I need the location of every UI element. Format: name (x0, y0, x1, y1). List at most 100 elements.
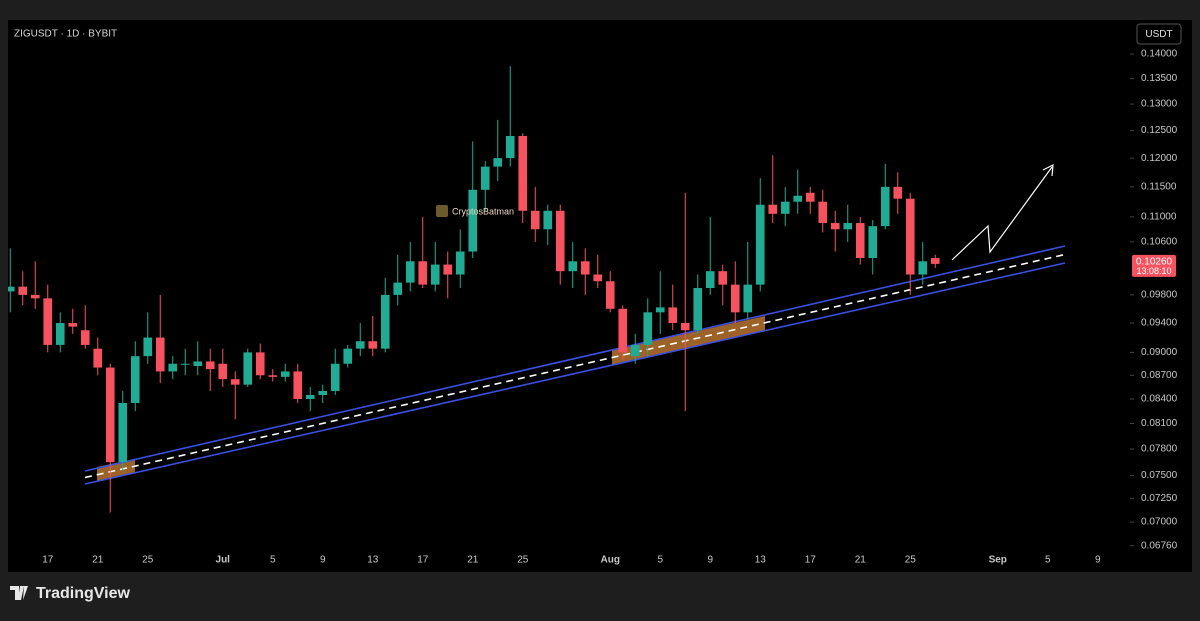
candle-body (68, 323, 78, 327)
candle-body (868, 226, 878, 259)
y-tick-label: 0.11000 (1141, 212, 1177, 223)
candle-body (693, 288, 703, 331)
candle-body (268, 375, 278, 377)
candle-body (580, 261, 590, 275)
candle-body (930, 258, 940, 264)
candle-body (118, 403, 128, 463)
candle-body (93, 348, 103, 368)
candle-body (830, 223, 840, 230)
candle-body (680, 323, 690, 331)
y-tick-label: 0.09000 (1141, 347, 1178, 358)
candle-body (105, 367, 115, 463)
candle-body (343, 348, 353, 364)
y-tick-label: 0.13000 (1141, 99, 1178, 110)
candle-body (893, 186, 903, 199)
y-tick-label: 0.07500 (1141, 470, 1178, 481)
x-tick-label: 13 (367, 555, 379, 566)
candle-body (630, 344, 640, 357)
y-tick-label: 0.14000 (1141, 49, 1178, 60)
candle-body (430, 264, 440, 285)
y-tick-label: 0.07800 (1141, 444, 1178, 455)
candle-body (230, 379, 240, 385)
y-tick-label: 0.06760 (1141, 540, 1178, 551)
last-price-label: 0.10260 (1136, 257, 1173, 268)
candle-body (605, 281, 615, 309)
candle-body (805, 192, 815, 202)
symbol-title: ZIGUSDT · 1D · BYBIT (14, 29, 117, 40)
candle-body (730, 284, 740, 313)
candle-body (255, 352, 265, 376)
y-tick-label: 0.09800 (1141, 290, 1178, 301)
y-tick-label: 0.07250 (1141, 493, 1178, 504)
y-tick-label: 0.12000 (1141, 153, 1178, 164)
candle-body (293, 371, 303, 399)
support-zone (97, 458, 135, 481)
x-tick-label: 21 (855, 555, 867, 566)
brand-logo (10, 586, 28, 600)
x-tick-label: 9 (320, 555, 326, 566)
arrow-head (1042, 163, 1054, 177)
candle-body (368, 341, 378, 349)
candle-body (280, 371, 290, 377)
x-tick-label: 17 (42, 555, 54, 566)
candle-body (18, 286, 28, 295)
brand: TradingView (10, 585, 131, 602)
x-tick-label: 21 (467, 555, 479, 566)
countdown-label: 13:08:10 (1136, 266, 1171, 276)
candle-body (780, 201, 790, 214)
watermark-icon (436, 205, 448, 217)
candle-body (818, 201, 828, 224)
candle-body (918, 261, 928, 275)
candle-body (843, 223, 853, 230)
candle-body (668, 307, 678, 324)
y-tick-label: 0.08700 (1141, 370, 1178, 381)
candle-body (468, 189, 478, 252)
y-tick-label: 0.12500 (1141, 125, 1178, 136)
x-tick-label: 9 (1095, 555, 1101, 566)
candle-body (568, 261, 578, 272)
candle-body (505, 135, 515, 159)
candle-body (855, 223, 865, 259)
candle-body (880, 186, 890, 227)
candle-body (793, 195, 803, 202)
x-tick-label: 25 (905, 555, 917, 566)
y-tick-label: 0.13500 (1141, 73, 1178, 84)
candle-body (305, 394, 315, 399)
x-tick-label: 21 (92, 555, 104, 566)
candle-body (80, 330, 90, 345)
last-price-box (1132, 254, 1176, 277)
candle-body (443, 264, 453, 275)
currency-label[interactable]: USDT (1145, 29, 1172, 40)
candle-body (8, 286, 15, 292)
candle-body (130, 356, 140, 404)
candle-body (455, 251, 465, 275)
channel-lower (84, 262, 1066, 485)
candle-body (480, 166, 490, 190)
candle-body (168, 363, 178, 372)
x-tick-label: 5 (657, 555, 663, 566)
plot-area (8, 66, 1066, 513)
currency-button[interactable] (1136, 23, 1182, 45)
candle-body (355, 341, 365, 349)
candle-body (493, 158, 503, 167)
x-tick-label: 17 (417, 555, 429, 566)
candle-body (380, 294, 390, 349)
candle-body (543, 210, 553, 230)
candle-body (155, 337, 165, 372)
candle-body (318, 390, 328, 395)
candle-body (180, 363, 190, 365)
candle-body (393, 282, 403, 295)
x-tick-label: 25 (517, 555, 529, 566)
candle-body (768, 204, 778, 214)
watermark: CryptosBatman (436, 205, 514, 217)
candle-body (418, 261, 428, 285)
candle-body (718, 271, 728, 285)
y-tick-label: 0.08100 (1141, 418, 1178, 429)
candle-body (555, 210, 565, 272)
x-tick-label: Sep (989, 555, 1007, 566)
candle-body (755, 204, 765, 285)
x-tick-label: 17 (805, 555, 817, 566)
y-tick-label: 0.10600 (1141, 237, 1178, 248)
